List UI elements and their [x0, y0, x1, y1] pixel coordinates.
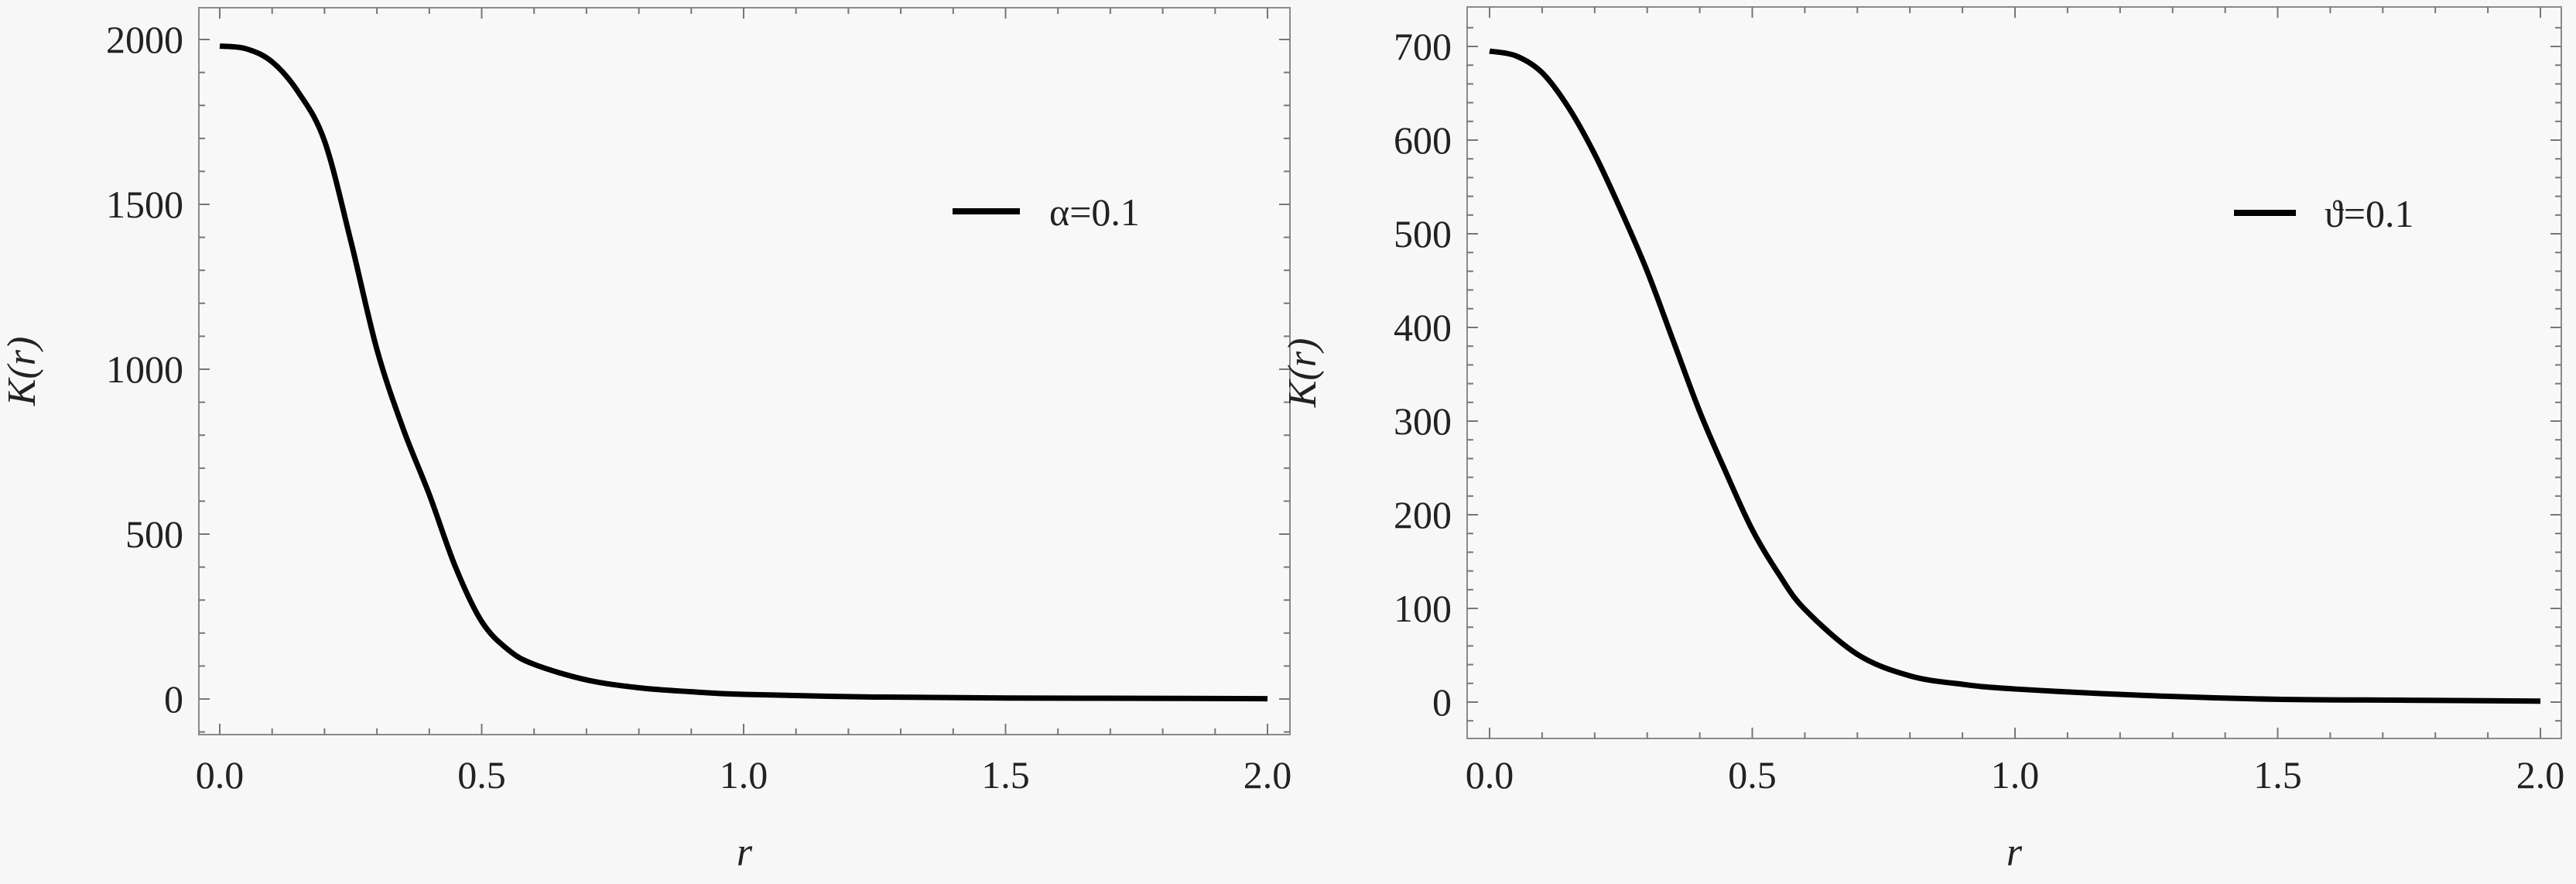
legend: α=0.1: [953, 190, 1140, 234]
legend-label: α=0.1: [1049, 190, 1140, 234]
legend: ϑ=0.1: [2234, 192, 2414, 235]
chart-panel-2: 0.0 0.5 1.0 1.5 2.0 0 100 200 300 400 500 600 700 r K(…: [1281, 6, 2565, 875]
x-axis-label: r: [2006, 831, 2023, 875]
y-tick-label: 0: [164, 677, 183, 721]
y-axis-label: K(r): [0, 337, 44, 407]
x-tick-label: 1.5: [2253, 753, 2302, 797]
y-axis-label: K(r): [1281, 338, 1325, 409]
y-tick-label: 100: [1394, 587, 1452, 630]
legend-label: ϑ=0.1: [2325, 192, 2414, 235]
x-tick-label: 1.5: [981, 753, 1030, 797]
plot-frame: [1466, 6, 2562, 739]
y-tick-label: 300: [1394, 399, 1452, 443]
y-tick-label: 700: [1394, 25, 1452, 68]
x-tick-label: 0.5: [1728, 753, 1777, 797]
series-line: [219, 43, 1268, 702]
x-tick-label: 1.0: [1991, 753, 2040, 797]
y-tick-label: 600: [1394, 118, 1452, 162]
y-tick-label: 0: [1432, 680, 1452, 724]
x-tick-label: 0.0: [1466, 753, 1514, 797]
y-tick-label: 2000: [106, 18, 183, 61]
y-tick-label: 400: [1394, 306, 1452, 349]
x-tick-label: 0.5: [457, 753, 506, 797]
y-tick-label: 1000: [106, 348, 183, 391]
y-tick-label: 500: [1394, 212, 1452, 255]
plot-frame: [198, 7, 1291, 735]
x-tick-label: 2.0: [1244, 753, 1292, 797]
chart-panel-1: 0.0 0.5 1.0 1.5 2.0 0 500 1000 1500 2000 r K(r) α=0.…: [0, 7, 1292, 875]
y-tick-label: 1500: [106, 183, 183, 226]
x-tick-label: 0.0: [196, 753, 245, 797]
x-axis-label: r: [737, 831, 753, 875]
y-tick-label: 200: [1394, 493, 1452, 536]
y-tick-label: 500: [125, 512, 183, 556]
x-tick-label: 1.0: [720, 753, 768, 797]
series-line: [1489, 48, 2541, 704]
x-tick-label: 2.0: [2516, 753, 2565, 797]
